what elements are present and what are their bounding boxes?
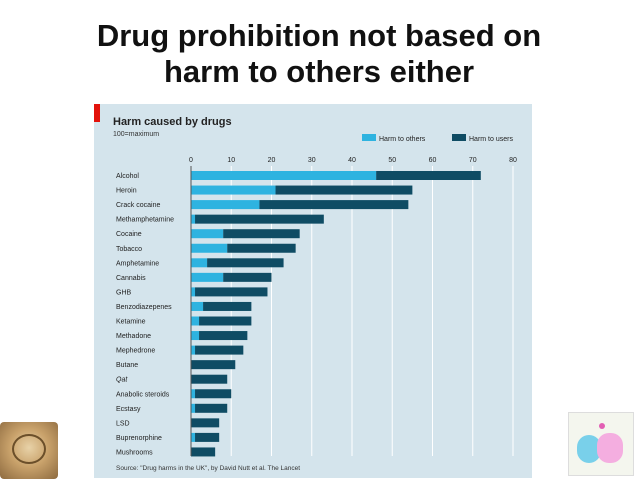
slide-title-line-2: harm to others either	[163, 54, 475, 89]
legend-swatch-0	[362, 134, 376, 141]
bar-16-series-0	[191, 403, 196, 413]
category-label-19: Mushrooms	[116, 449, 153, 456]
bar-11-series-0	[191, 331, 200, 341]
category-label-10: Ketamine	[116, 319, 146, 326]
chart-panel: Harm caused by drugs 100=maximum Harm to o…	[94, 104, 532, 478]
x-tick-label-4: 40	[348, 157, 356, 164]
legend-label-1: Harm to users	[469, 136, 513, 143]
bar-5-series-1	[227, 243, 296, 253]
bar-17-series-1	[191, 418, 220, 428]
x-tick-label-6: 60	[429, 157, 437, 164]
category-label-9: Benzodiazepenes	[116, 304, 172, 311]
bar-15-series-1	[195, 389, 232, 399]
bar-12-series-0	[191, 345, 196, 355]
x-tick-label-5: 50	[388, 157, 396, 164]
bar-18-series-1	[195, 432, 220, 442]
left-logo-emblem	[12, 434, 46, 464]
category-label-12: Mephedrone	[116, 348, 155, 355]
bar-2-series-0	[191, 200, 260, 210]
x-tick-label-3: 30	[308, 157, 316, 164]
category-label-3: Methamphetamine	[116, 217, 174, 224]
category-label-4: Cocaine	[116, 231, 142, 238]
bar-9-series-0	[191, 301, 204, 311]
category-label-1: Heroin	[116, 188, 137, 195]
right-logo-dot	[599, 423, 605, 429]
brand-accent-bar	[94, 104, 100, 122]
bar-11-series-1	[199, 331, 248, 341]
category-label-11: Methadone	[116, 333, 151, 340]
chart-title: Harm caused by drugs	[113, 116, 232, 128]
x-tick-label-1: 10	[227, 157, 235, 164]
bar-1-series-0	[191, 185, 276, 195]
bar-12-series-1	[195, 345, 244, 355]
right-logo-pink-shape	[597, 433, 623, 463]
bar-15-series-0	[191, 389, 196, 399]
bar-1-series-1	[275, 185, 413, 195]
right-logo	[568, 412, 634, 476]
category-label-15: Anabolic steroids	[116, 391, 170, 398]
bar-9-series-1	[203, 301, 252, 311]
slide-title-line-1: Drug prohibition not based on	[96, 18, 542, 53]
category-label-16: Ecstasy	[116, 406, 141, 413]
bar-7-series-1	[223, 272, 272, 282]
x-tick-label-7: 70	[469, 157, 477, 164]
bar-0-series-0	[191, 171, 377, 180]
bar-10-series-1	[199, 316, 252, 326]
bar-0-series-1	[376, 171, 481, 180]
bar-3-series-0	[191, 214, 196, 224]
category-label-6: Amphetamine	[116, 260, 159, 267]
legend-swatch-1	[452, 134, 466, 141]
category-label-2: Crack cocaine	[116, 202, 160, 209]
bar-8-series-0	[191, 287, 196, 297]
bar-6-series-0	[191, 258, 208, 268]
category-label-14: Qat	[116, 377, 128, 384]
chart-subtitle: 100=maximum	[113, 131, 159, 138]
bar-4-series-1	[223, 229, 300, 239]
bar-13-series-1	[191, 360, 236, 370]
bar-10-series-0	[191, 316, 200, 326]
bar-8-series-1	[195, 287, 268, 297]
bar-7-series-0	[191, 272, 224, 282]
category-label-18: Buprenorphine	[116, 435, 162, 442]
legend-label-0: Harm to others	[379, 136, 426, 143]
bar-18-series-0	[191, 432, 196, 442]
category-label-17: LSD	[116, 420, 130, 427]
left-logo	[0, 422, 58, 479]
bar-6-series-1	[207, 258, 284, 268]
bar-4-series-0	[191, 229, 224, 239]
bar-2-series-1	[259, 200, 409, 210]
chart-source: Source: "Drug harms in the UK", by David…	[116, 465, 300, 472]
bar-14-series-1	[191, 374, 228, 384]
slide-title: Drug prohibition not based on harm to ot…	[0, 18, 638, 90]
category-label-8: GHB	[116, 289, 132, 296]
bar-19-series-1	[191, 447, 216, 457]
bar-16-series-1	[195, 403, 228, 413]
bar-5-series-0	[191, 243, 228, 253]
category-label-5: Tobacco	[116, 246, 142, 253]
bar-3-series-1	[195, 214, 324, 224]
category-label-0: Alcohol	[116, 173, 139, 180]
x-tick-label-8: 80	[509, 157, 517, 164]
x-tick-label-2: 20	[268, 157, 276, 164]
harm-chart: Harm caused by drugs 100=maximum Harm to o…	[113, 116, 517, 472]
category-label-13: Butane	[116, 362, 138, 369]
category-label-7: Cannabis	[116, 275, 146, 282]
x-tick-label-0: 0	[189, 157, 193, 164]
